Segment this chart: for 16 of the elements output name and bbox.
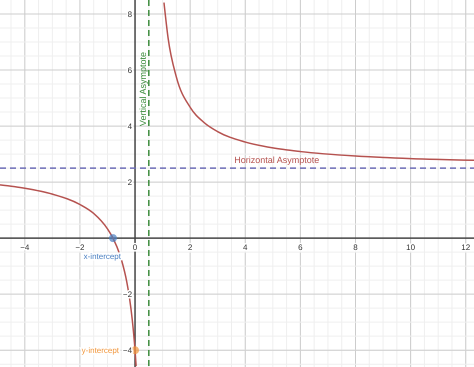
x-tick-label: 6 [298, 243, 304, 252]
x-tick-label: 12 [461, 243, 471, 252]
x-tick-label: 10 [406, 243, 416, 252]
y-tick-label: 4 [128, 122, 133, 132]
x-tick-label: 8 [353, 243, 358, 252]
series-label: y-intercept [82, 346, 120, 356]
y-tick-label: 6 [128, 66, 133, 76]
x-tick-label: −4 [20, 243, 30, 252]
y-tick-label: 8 [128, 10, 133, 20]
x-tick-label: −2 [75, 243, 86, 252]
ref-line-label: Horizontal Asymptote [234, 155, 320, 166]
y-tick-label: −4 [122, 346, 133, 356]
x-tick-label: 2 [188, 243, 193, 252]
ref-line-label: Vertical Asymptote [138, 52, 148, 126]
y-tick-label: 2 [128, 178, 133, 188]
x-tick-label: 4 [243, 243, 248, 252]
